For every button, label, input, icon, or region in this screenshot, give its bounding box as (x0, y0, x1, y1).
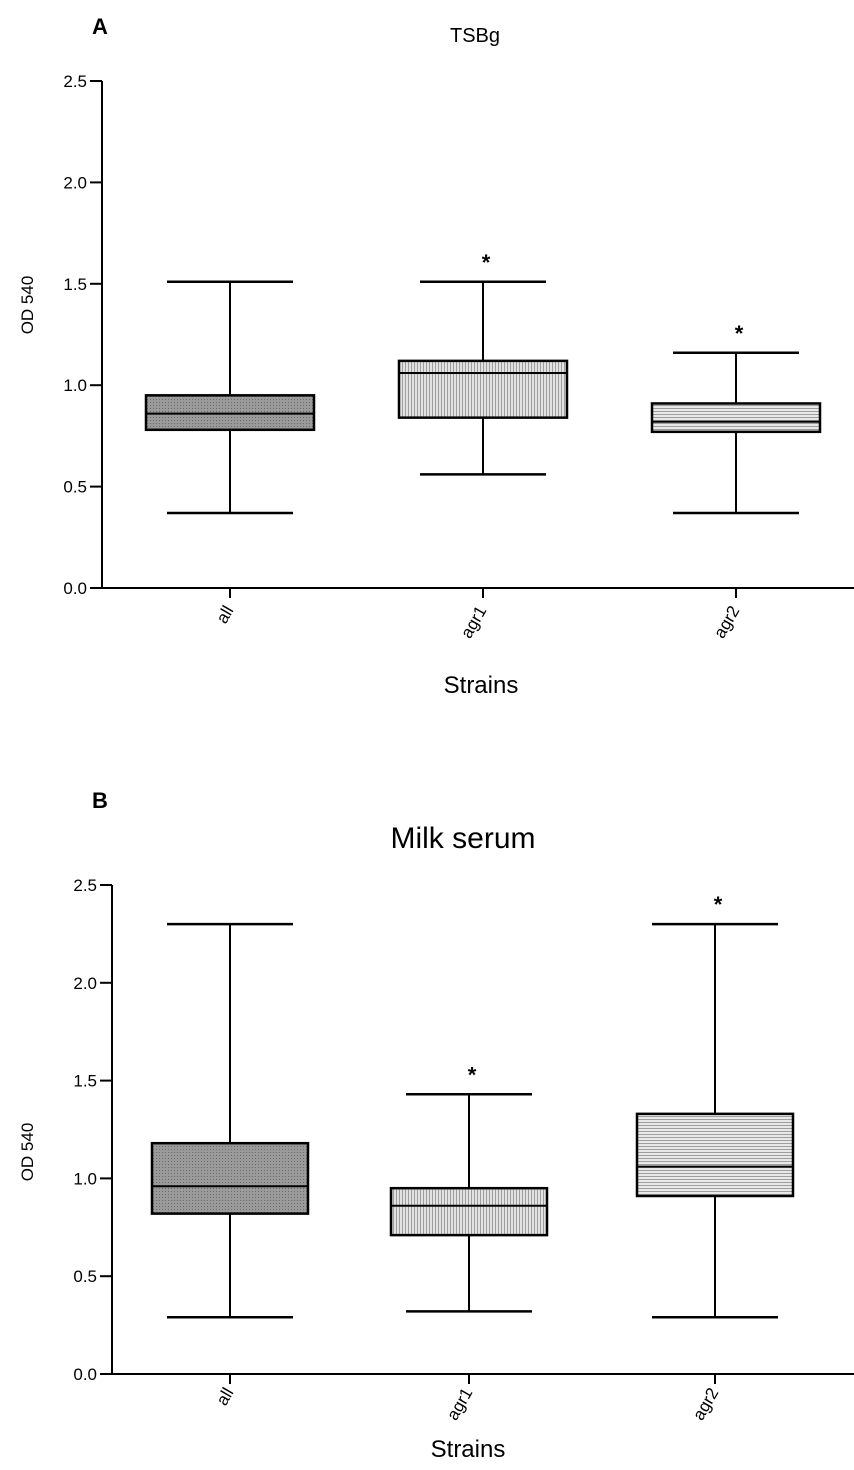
panel-b-ytick-label: 2.5 (73, 876, 97, 895)
panel-a-box-agr2 (650, 402, 822, 434)
panel-a-ytick-label: 2.5 (63, 72, 87, 91)
panel-a-ytick-label: 0.0 (63, 579, 87, 598)
panel-b-ytick-label: 1.0 (73, 1169, 97, 1188)
panel-b-ytick-label: 0.5 (73, 1267, 97, 1286)
panel-a-category-label: all (213, 603, 238, 627)
panel-a-category-label: agr2 (710, 603, 743, 642)
panel-b-marker-agr1: * (468, 1062, 477, 1087)
panel-b-title: Milk serum (390, 822, 535, 855)
panel-a-title: TSBg (450, 25, 500, 47)
panel-b-category-label: agr2 (689, 1385, 722, 1424)
panel-a-ytick-label: 0.5 (63, 478, 87, 497)
panel-a-marker-agr1: * (482, 250, 491, 275)
panel-a-ytick-label: 2.0 (63, 173, 87, 192)
panel-b-category-label: all (213, 1385, 238, 1409)
panel-a-category-label: agr1 (457, 603, 490, 642)
panel-b-box-agr1 (389, 1186, 549, 1237)
panel-a-box-agr1 (397, 359, 569, 419)
panel-a-marker-agr2: * (735, 321, 744, 346)
panel-b-ytick-label: 1.5 (73, 1072, 97, 1091)
panel-a-ytick-label: 1.5 (63, 275, 87, 294)
panel-b-letter: B (92, 788, 108, 813)
panel-a-xlabel: Strains (444, 672, 519, 699)
panel-a-plot: 0.0 0.5 1.0 1.5 2.0 2.5 all * agr1 * agr2 (63, 72, 854, 641)
panel-b-category-label: agr1 (443, 1385, 476, 1424)
panel-b-ylabel: OD 540 (18, 1123, 37, 1182)
panel-b-box-agr2 (635, 1112, 795, 1198)
panel-b-plot: 0.0 0.5 1.0 1.5 2.0 2.5 all * agr1 * agr2 (73, 876, 854, 1423)
panel-a-box-all (144, 394, 316, 432)
panel-a-letter: A (92, 14, 108, 39)
panel-b-ytick-label: 0.0 (73, 1365, 97, 1384)
panel-b-marker-agr2: * (714, 892, 723, 917)
panel-a-ylabel: OD 540 (18, 276, 37, 335)
panel-b-xlabel: Strains (431, 1436, 506, 1463)
panel-b-ytick-label: 2.0 (73, 974, 97, 993)
panel-b-box-all (150, 1141, 310, 1215)
panel-a-ytick-label: 1.0 (63, 376, 87, 395)
